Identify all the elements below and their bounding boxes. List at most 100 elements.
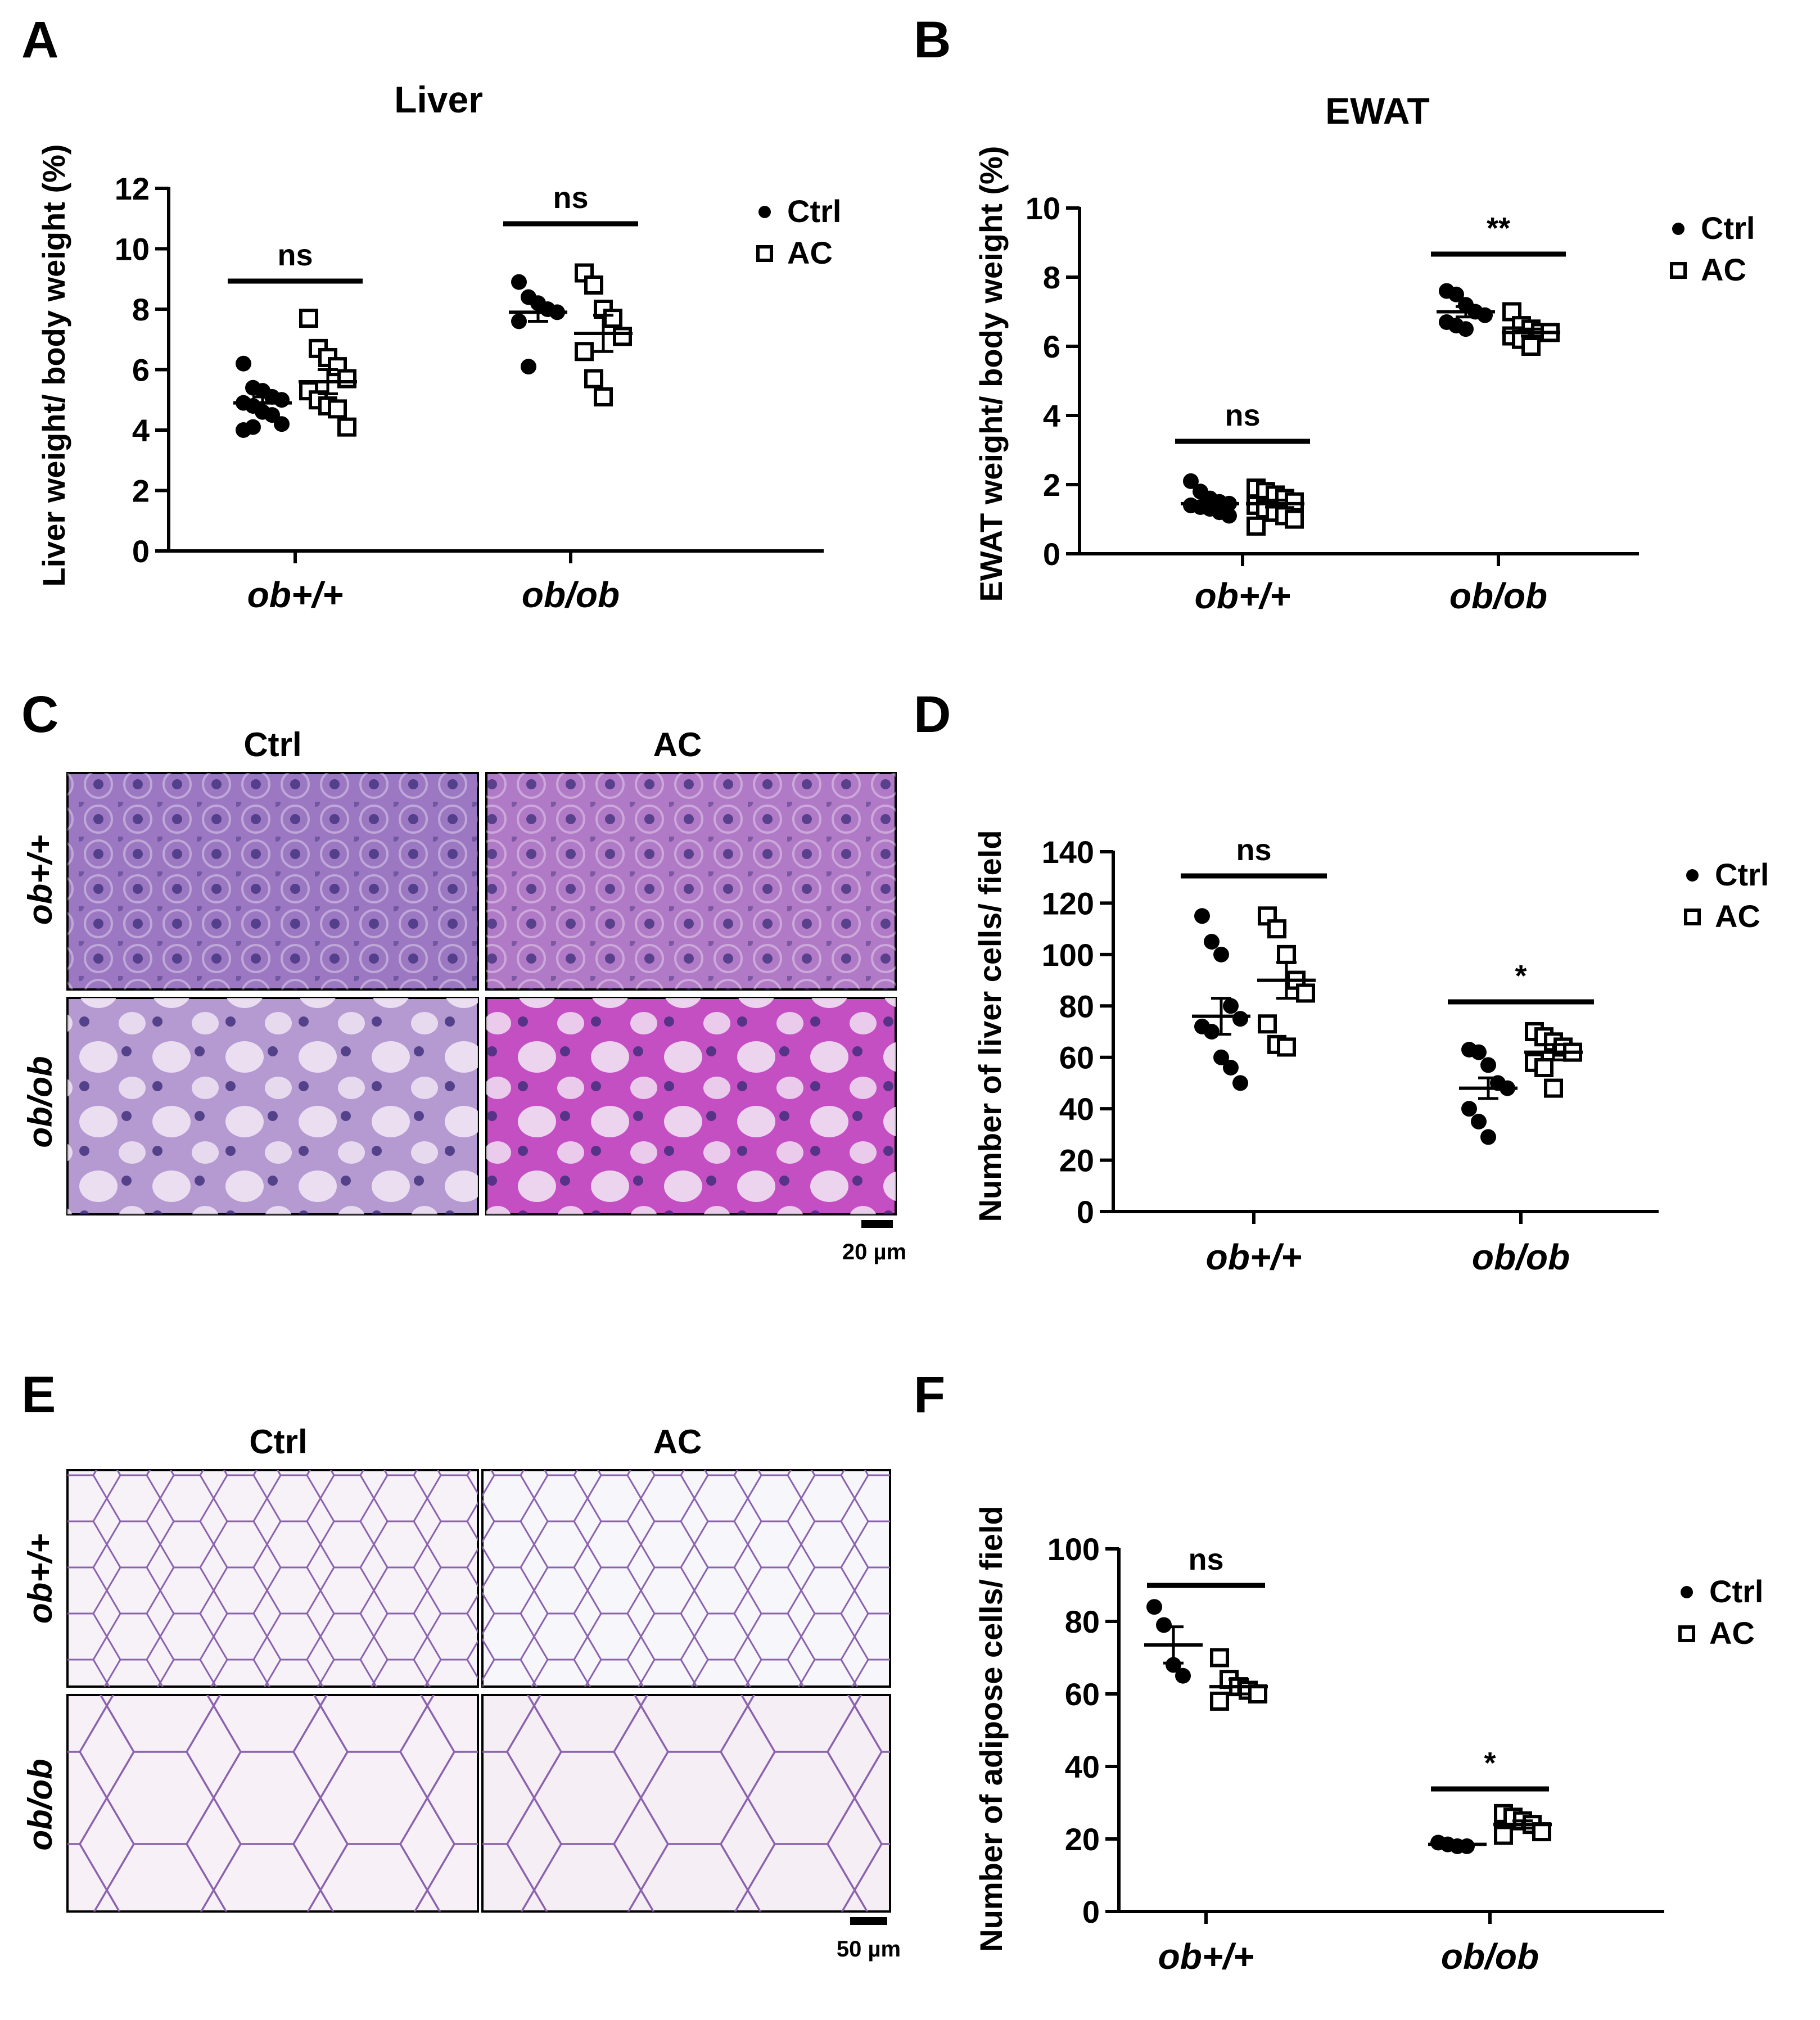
- row-label-ob-wt: ob+/+: [21, 835, 59, 925]
- data-point-ctrl: [511, 274, 527, 290]
- data-point-ac: [1285, 509, 1304, 529]
- data-point-ctrl: [1480, 1129, 1496, 1145]
- histology-panel-e: Ctrl AC ob+/+ ob/ob 50 µm: [21, 1423, 901, 1962]
- y-tick-label: 10: [1026, 191, 1060, 226]
- tile-c-ac-ob-texture: [486, 998, 896, 1214]
- y-tick-label: 80: [1059, 988, 1094, 1024]
- data-point-ac: [337, 369, 356, 388]
- significance-label: ns: [553, 181, 588, 215]
- row-label-ob-ob: ob/ob: [21, 1759, 59, 1850]
- data-point-ctrl: [1175, 1667, 1191, 1684]
- data-point-ctrl: [1156, 1617, 1172, 1633]
- legend-marker-ac: [756, 245, 773, 262]
- panel-label-e: E: [21, 1366, 56, 1424]
- data-point-ac: [1267, 919, 1286, 939]
- data-point-ctrl: [1477, 307, 1493, 323]
- y-axis-label: Liver weight/ body weight (%): [36, 144, 71, 586]
- data-point-ctrl: [1232, 1011, 1248, 1027]
- data-point-ctrl: [1183, 473, 1199, 489]
- chart-d: Number of liver cells/ field 0 20 40 60 80 100…: [972, 830, 1769, 1277]
- data-point-ctrl: [1223, 998, 1239, 1014]
- y-tick-label: 120: [1042, 885, 1094, 921]
- scale-bar-e: [850, 1917, 887, 1925]
- chart-a: Liver Liver weight/ body weight (%) 0 2 4 6 8 1…: [36, 79, 841, 615]
- data-point-ac: [299, 309, 318, 328]
- tile-e-ac-wt-texture: [482, 1470, 890, 1687]
- chart-f: Number of adipose cells/ field 0 20 40 60 80 1…: [973, 1506, 1763, 1977]
- x-category-label: ob+/+: [1158, 1936, 1254, 1977]
- data-point-ac: [328, 399, 347, 419]
- legend-marker-ctrl: [1681, 1586, 1693, 1598]
- y-tick-label: 80: [1065, 1604, 1100, 1639]
- significance-label: ns: [1188, 1543, 1223, 1576]
- panel-label-a: A: [21, 11, 58, 69]
- y-tick-label: 20: [1059, 1143, 1094, 1178]
- significance-label: ns: [1236, 833, 1271, 867]
- scale-label-c: 20 µm: [842, 1240, 906, 1264]
- legend-label: AC: [1701, 252, 1746, 287]
- data-point-ac: [575, 342, 594, 361]
- y-tick-label: 2: [132, 473, 150, 509]
- chart-title: Liver: [394, 79, 483, 120]
- significance-label: *: [1484, 1746, 1496, 1780]
- y-axis-label: EWAT weight/ body weight (%): [973, 146, 1009, 602]
- legend-marker-ac: [1684, 909, 1701, 925]
- y-axis-label: Number of liver cells/ field: [972, 830, 1008, 1222]
- legend-label: Ctrl: [1709, 1574, 1763, 1609]
- panel-label-c: C: [21, 686, 58, 743]
- y-tick-label: 8: [1043, 260, 1060, 295]
- legend-marker-ac: [1678, 1625, 1695, 1642]
- data-point-ac: [603, 309, 622, 328]
- data-point-ac: [1248, 1684, 1267, 1703]
- column-label-ctrl: Ctrl: [243, 726, 301, 763]
- data-point-ctrl: [1213, 1049, 1229, 1065]
- chart-title: EWAT: [1325, 90, 1430, 132]
- tile-e-ctrl-ob-texture: [67, 1695, 478, 1911]
- data-point-ctrl: [1480, 1057, 1496, 1073]
- y-tick-label: 60: [1065, 1676, 1100, 1712]
- y-axis-label: Number of adipose cells/ field: [973, 1506, 1009, 1952]
- data-point-ctrl: [521, 359, 536, 375]
- data-point-ctrl: [1166, 1657, 1181, 1673]
- data-point-ac: [584, 275, 603, 295]
- data-point-ac: [1210, 1691, 1229, 1711]
- row-label-ob-ob: ob/ob: [21, 1056, 59, 1147]
- data-point-ac: [584, 369, 603, 388]
- tile-e-ctrl-wt-texture: [67, 1470, 478, 1687]
- legend-label: Ctrl: [1715, 857, 1769, 892]
- data-point-ctrl: [274, 416, 290, 432]
- y-tick-label: 60: [1059, 1040, 1094, 1075]
- y-tick-label: 4: [132, 413, 150, 448]
- x-category-label: ob+/+: [1195, 576, 1291, 616]
- data-point-ctrl: [245, 419, 261, 435]
- data-point-ctrl: [1146, 1599, 1162, 1615]
- chart-b: EWAT EWAT weight/ body weight (%) 0 2 4 6 8 10 o…: [973, 90, 1755, 616]
- data-point-ac: [613, 327, 632, 346]
- y-tick-label: 0: [1077, 1194, 1094, 1230]
- x-category-label: ob/ob: [1472, 1237, 1570, 1277]
- data-point-ac: [1494, 1825, 1513, 1845]
- data-point-ac: [594, 387, 613, 406]
- data-point-ctrl: [511, 313, 527, 329]
- x-category-label: ob/ob: [1441, 1936, 1539, 1977]
- significance-label: ns: [277, 238, 313, 272]
- data-point-ac: [1544, 1078, 1563, 1098]
- data-point-ctrl: [1194, 908, 1210, 924]
- data-point-ac: [1247, 516, 1266, 536]
- x-category-label: ob+/+: [1206, 1237, 1302, 1277]
- data-point-ac: [1521, 337, 1541, 356]
- data-point-ctrl: [1204, 934, 1220, 950]
- data-point-ctrl: [236, 355, 251, 372]
- x-category-label: ob+/+: [247, 575, 344, 615]
- column-label-ctrl: Ctrl: [249, 1423, 307, 1461]
- y-tick-label: 10: [115, 232, 150, 267]
- data-point-ctrl: [1213, 946, 1229, 962]
- data-point-ctrl: [1204, 1024, 1220, 1040]
- data-point-ctrl: [1223, 1060, 1239, 1075]
- legend-label: AC: [787, 235, 833, 270]
- x-category-label: ob/ob: [1449, 576, 1547, 616]
- y-tick-label: 2: [1043, 467, 1060, 503]
- legend-marker-ctrl: [1686, 869, 1699, 882]
- y-tick-label: 100: [1042, 937, 1094, 973]
- legend-marker-ctrl: [758, 206, 771, 218]
